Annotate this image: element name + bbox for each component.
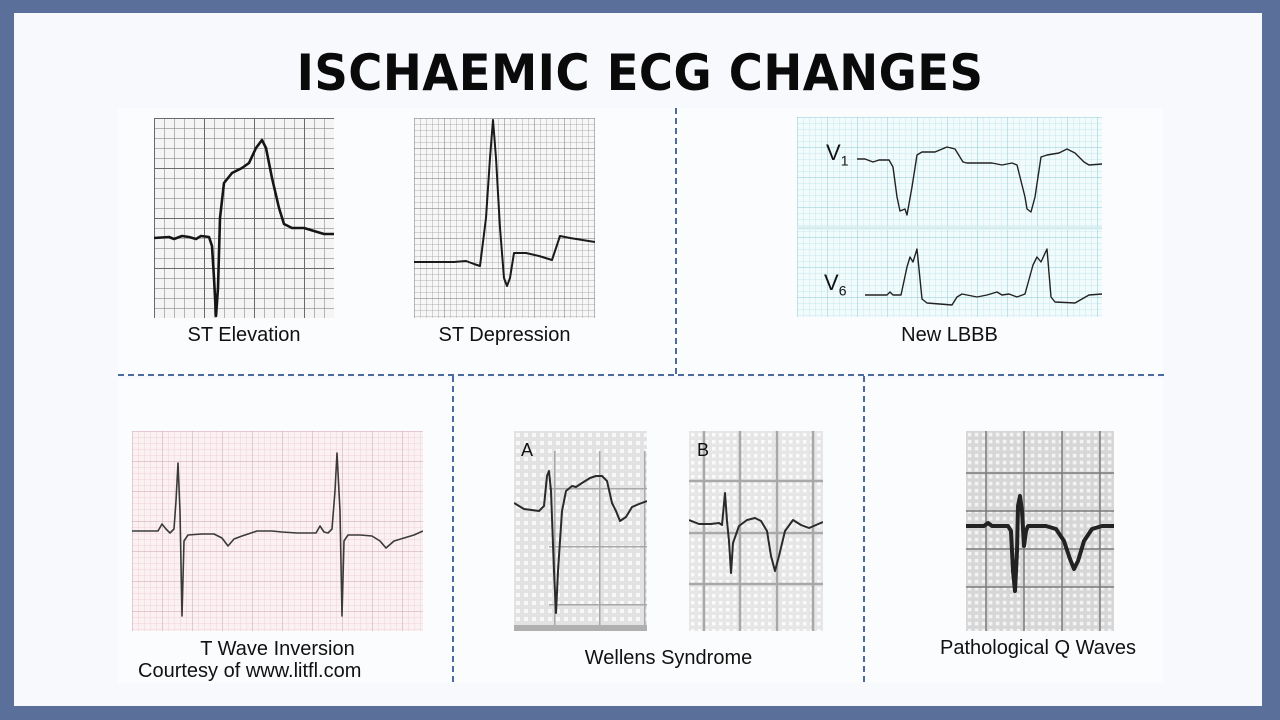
lead-label-v1: V1: [826, 140, 849, 169]
lead-label-v6: V6: [824, 270, 847, 299]
wellens-label-b: B: [697, 440, 710, 460]
st-depression-caption: ST Depression: [438, 324, 571, 346]
page-title: ISCHAEMIC ECG CHANGES: [296, 44, 984, 102]
t-wave-inversion-ecg: [132, 431, 423, 631]
pathological-q-caption: Pathological Q Waves: [939, 637, 1136, 659]
new-lbbb-caption: New LBBB: [901, 324, 998, 346]
t-wave-inversion-caption: T Wave Inversion: [200, 638, 355, 660]
divider-top-middle: [675, 108, 677, 374]
wellens-label-a: A: [521, 440, 534, 460]
st-depression-ecg: [414, 118, 595, 318]
st-elevation-ecg: [154, 118, 334, 318]
pathological-q-ecg: [966, 431, 1114, 631]
wellens-a-ecg: [514, 431, 647, 631]
divider-horizontal: [118, 374, 1164, 376]
divider-bottom-left: [452, 376, 454, 682]
st-elevation-caption: ST Elevation: [187, 324, 301, 346]
wellens-b-ecg: [689, 431, 823, 631]
wellens-caption: Wellens Syndrome: [584, 647, 753, 669]
new-lbbb-ecg: [797, 117, 1102, 317]
divider-bottom-right: [863, 376, 865, 682]
litfl-credit: Courtesy of www.litfl.com: [138, 660, 362, 682]
